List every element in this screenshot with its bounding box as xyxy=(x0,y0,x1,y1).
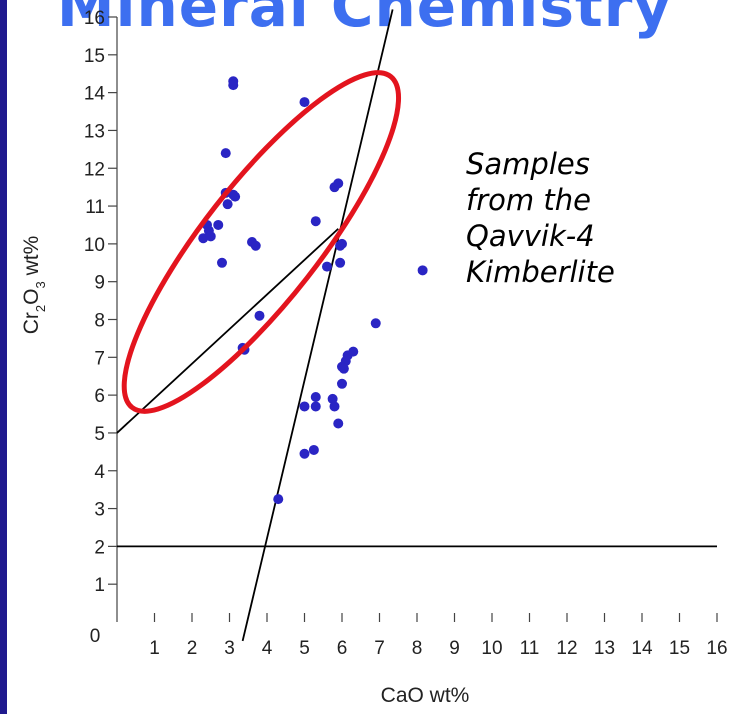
y-axis-label: Cr2O3 wt% xyxy=(20,236,48,335)
highlight-ellipse-group xyxy=(121,70,402,414)
y-axis-label-mid: O xyxy=(20,289,43,305)
y-tick-label: 12 xyxy=(84,159,105,180)
highlight-ellipse xyxy=(121,70,402,414)
data-point xyxy=(213,219,224,230)
x-tick-label: 4 xyxy=(262,638,273,659)
y-tick-label: 6 xyxy=(94,386,105,407)
x-tick-label: 13 xyxy=(594,638,615,659)
x-tick-label: 6 xyxy=(337,638,348,659)
data-point xyxy=(322,261,332,272)
data-point xyxy=(230,191,241,202)
data-point xyxy=(222,199,233,210)
data-point xyxy=(299,401,310,412)
data-point xyxy=(333,178,344,189)
data-point xyxy=(335,257,346,268)
data-point xyxy=(273,494,284,505)
x-tick-label: 2 xyxy=(187,638,198,659)
data-point xyxy=(337,378,347,389)
x-tick-label: 7 xyxy=(374,638,385,659)
x-tick-label: 3 xyxy=(224,638,235,659)
y-axis-label-sub1: 2 xyxy=(33,305,48,312)
slide-frame-bar xyxy=(0,0,7,714)
x-tick-label: 12 xyxy=(556,638,577,659)
annotation-line: from the xyxy=(466,183,591,217)
x-tick-label: 15 xyxy=(669,638,690,659)
y-axis-label-main: Cr xyxy=(20,312,43,334)
y-tick-label: 14 xyxy=(84,84,106,105)
y-tick-label: 8 xyxy=(94,311,105,332)
y-tick-label: 13 xyxy=(84,121,105,142)
y-tick-label: 15 xyxy=(84,46,105,67)
data-point xyxy=(417,265,428,276)
y-tick-label: 1 xyxy=(94,575,105,596)
data-point xyxy=(299,97,310,108)
annotation-line: Samples xyxy=(466,147,590,181)
x-tick-label: 11 xyxy=(520,638,540,659)
y-tick-label: 10 xyxy=(84,235,105,256)
data-point xyxy=(198,233,209,244)
data-point xyxy=(338,363,349,374)
x-tick-label: 8 xyxy=(412,638,423,659)
x-tick-label: 1 xyxy=(149,638,160,659)
data-point xyxy=(217,257,227,268)
annotation-line: Qavvik-4 xyxy=(466,219,595,253)
y-tick-label: 11 xyxy=(85,197,105,218)
highlight-ellipse-layer xyxy=(121,70,402,414)
data-point xyxy=(310,401,321,412)
data-point xyxy=(205,231,216,242)
data-point xyxy=(308,444,319,455)
data-point xyxy=(310,392,321,403)
y-axis-label-sub2: 3 xyxy=(33,281,48,288)
y-tick-label: 7 xyxy=(94,348,105,369)
x-tick-label: 5 xyxy=(299,638,310,659)
y-tick-label: 9 xyxy=(94,273,105,294)
reference-lines xyxy=(116,9,717,642)
data-point xyxy=(333,418,344,429)
data-point xyxy=(335,240,346,251)
x-tick-label: 14 xyxy=(631,638,653,659)
y-tick-label: 2 xyxy=(94,537,105,558)
y-axis-label-tail: wt% xyxy=(20,236,43,282)
data-point xyxy=(370,318,381,329)
axis-labels: CaO wt% Cr2O3 wt% xyxy=(20,236,469,707)
x-tick-label: 10 xyxy=(481,638,502,659)
reference-line-2 xyxy=(241,9,394,642)
annotation-line: Kimberlite xyxy=(466,255,615,289)
data-point xyxy=(327,393,338,404)
x-tick-label: 16 xyxy=(706,638,727,659)
origin-label: 0 xyxy=(90,626,101,647)
y-tick-label: 4 xyxy=(94,462,105,483)
y-tick-label: 5 xyxy=(94,424,105,445)
samples-annotation: Samples from the Qavvik-4 Kimberlite xyxy=(466,146,706,290)
slide-title: Mineral Chemistry xyxy=(56,0,673,40)
x-tick-label: 9 xyxy=(449,638,460,659)
y-tick-label: 16 xyxy=(84,8,105,29)
data-point xyxy=(299,448,310,459)
y-tick-label: 3 xyxy=(94,500,105,521)
data-point xyxy=(254,310,265,321)
reference-line-3 xyxy=(116,228,339,434)
data-point xyxy=(228,80,239,91)
data-points xyxy=(198,76,428,505)
data-point xyxy=(220,148,231,159)
data-point xyxy=(329,401,340,412)
data-point xyxy=(250,240,261,251)
data-point xyxy=(310,216,321,227)
x-axis-label: CaO wt% xyxy=(381,684,470,707)
